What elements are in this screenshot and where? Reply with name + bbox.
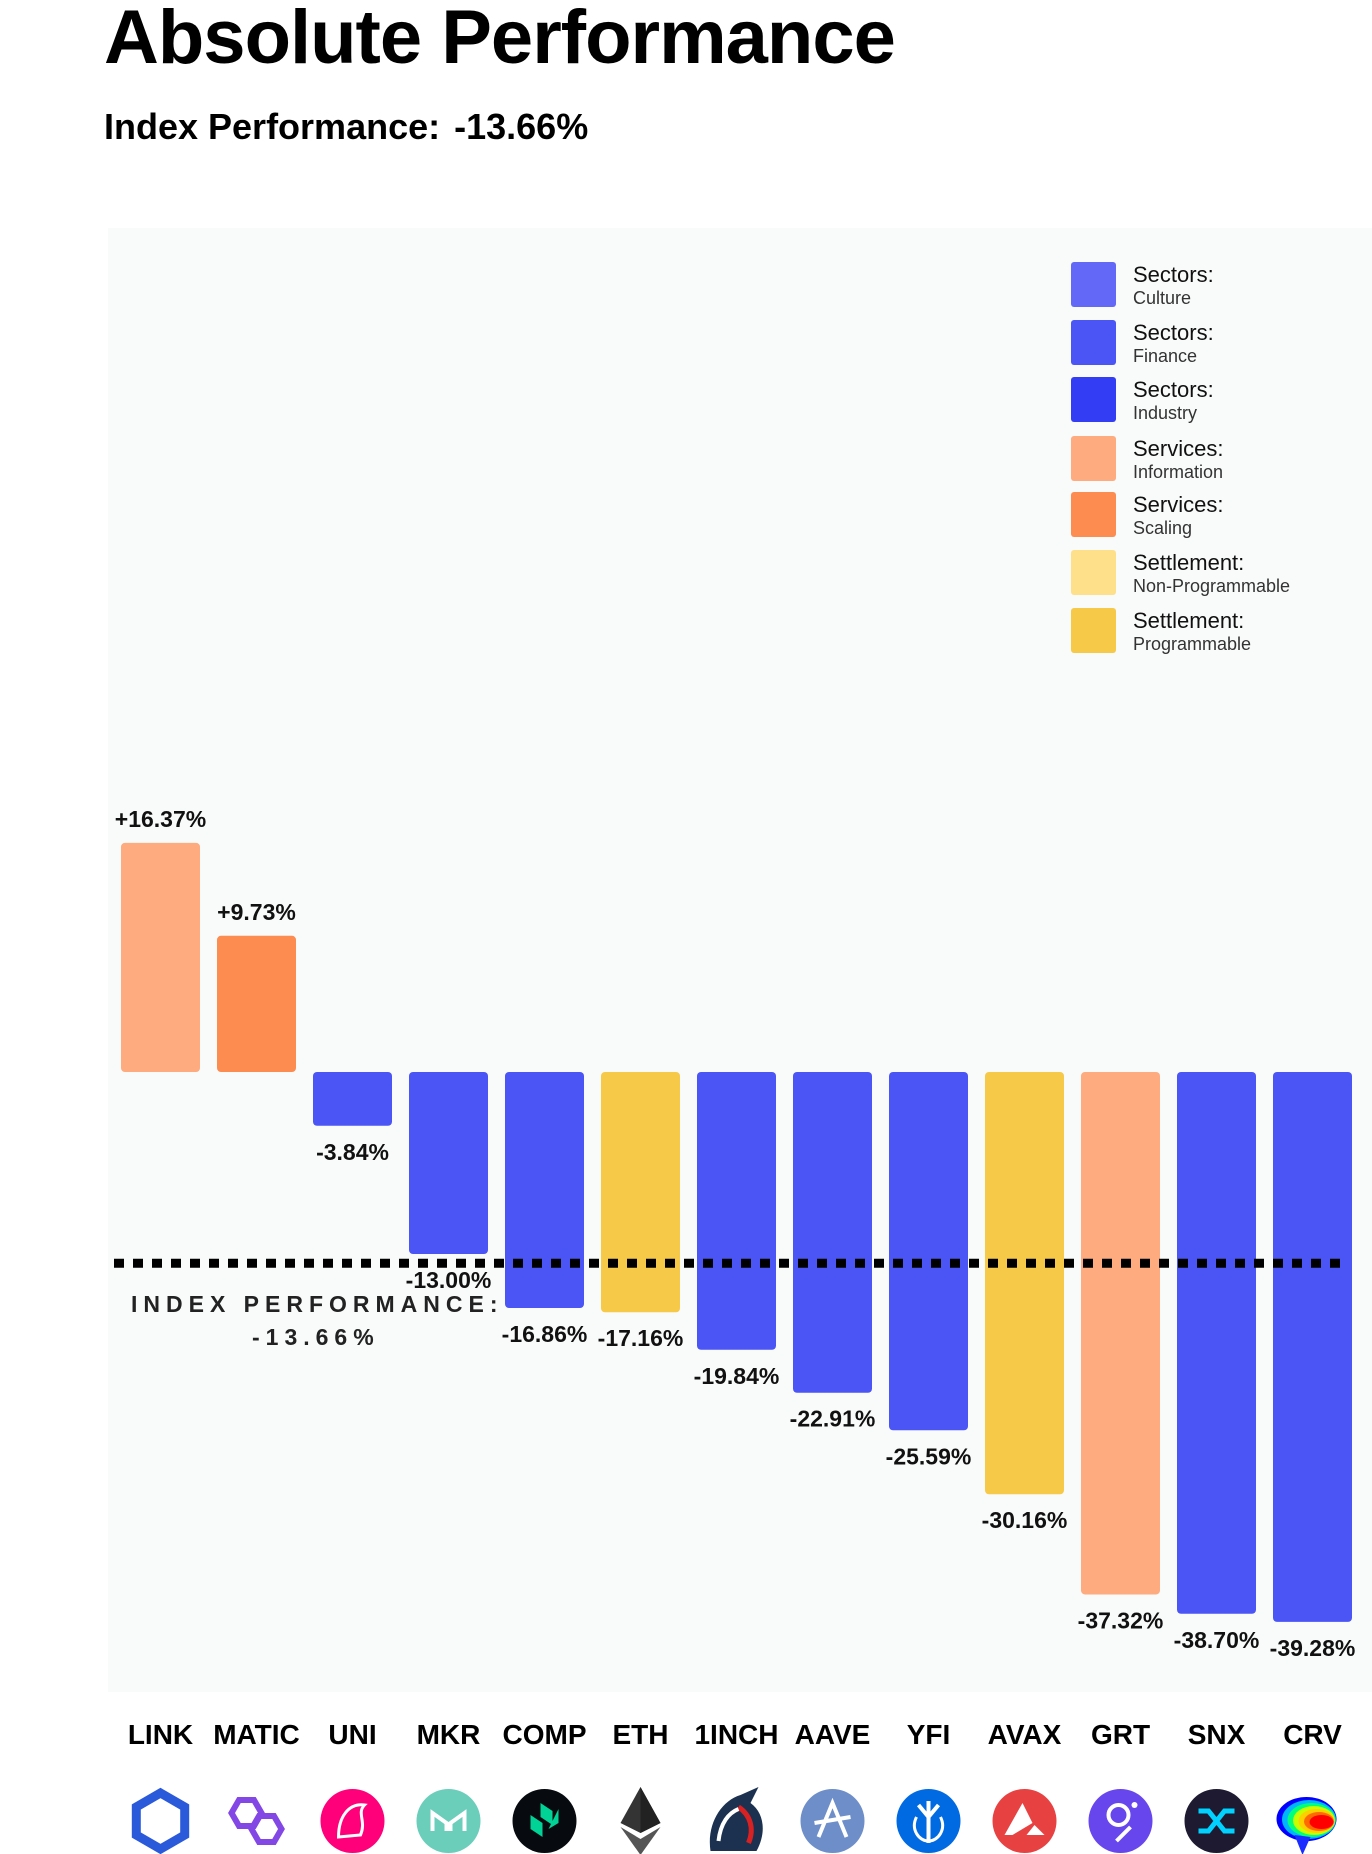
legend-swatch — [1071, 377, 1116, 422]
synthetix-icon — [1184, 1789, 1249, 1853]
avalanche-icon — [992, 1789, 1057, 1853]
legend-category: Settlement: — [1133, 608, 1245, 633]
maker-icon — [416, 1789, 481, 1853]
bar-1inch — [697, 1072, 776, 1350]
bar-value-label: -22.91% — [790, 1406, 876, 1432]
bar-yfi — [889, 1072, 968, 1431]
bar-value-label: -3.84% — [316, 1139, 389, 1165]
bar-uni — [313, 1072, 392, 1126]
legend-item: Settlement: Programmable — [1071, 608, 1371, 654]
x-tick-label: LINK — [128, 1719, 193, 1750]
legend-item: Sectors: Finance — [1071, 320, 1371, 366]
legend-subcategory: Programmable — [1133, 634, 1252, 654]
legend-subcategory: Finance — [1133, 346, 1198, 366]
x-tick-label: AAVE — [795, 1719, 871, 1750]
bar-value-label: -13.00% — [406, 1267, 492, 1293]
legend-category: Settlement: — [1133, 550, 1245, 575]
compound-icon — [512, 1789, 577, 1853]
bar-link — [121, 842, 200, 1072]
index-performance-value: -13.66% — [454, 106, 589, 147]
bar-comp — [505, 1072, 584, 1309]
legend-subcategory: Industry — [1133, 403, 1198, 423]
x-tick-label: YFI — [907, 1719, 951, 1750]
bar-value-label: -25.59% — [886, 1443, 972, 1469]
bar-value-label: +16.37% — [115, 806, 206, 832]
bar-value-label: -38.70% — [1174, 1627, 1260, 1653]
bar-crv — [1273, 1072, 1352, 1622]
legend-category: Sectors: — [1133, 320, 1214, 345]
x-tick-label: CRV — [1283, 1719, 1342, 1750]
x-tick-label: 1INCH — [694, 1719, 778, 1750]
bar-value-label: -37.32% — [1078, 1607, 1164, 1633]
legend-item: Sectors: Culture — [1071, 262, 1371, 308]
legend-category: Sectors: — [1133, 262, 1214, 287]
polygon-icon — [228, 1797, 285, 1845]
legend-category: Sectors: — [1133, 377, 1214, 402]
bar-avax — [985, 1072, 1064, 1495]
bar-eth — [601, 1072, 680, 1313]
legend-category: Services: — [1133, 436, 1224, 461]
uniswap-icon — [320, 1789, 385, 1853]
legend-subcategory: Culture — [1133, 288, 1192, 308]
bar-value-label: -30.16% — [982, 1507, 1068, 1533]
legend-item: Services: Scaling — [1071, 492, 1371, 538]
bar-value-label: -17.16% — [598, 1325, 684, 1351]
legend-item: Settlement: Non-Programmable — [1071, 550, 1371, 596]
legend-subcategory: Information — [1133, 462, 1224, 482]
bar-aave — [793, 1072, 872, 1393]
legend-swatch — [1071, 550, 1116, 595]
yearn-icon — [896, 1789, 961, 1853]
legend-swatch — [1071, 608, 1116, 653]
ethereum-icon — [620, 1787, 661, 1854]
x-tick-label: MATIC — [213, 1719, 300, 1750]
page-title: Absolute Performance — [104, 0, 896, 80]
chart-panel — [108, 228, 1372, 1692]
x-tick-label: AVAX — [988, 1719, 1062, 1750]
aave-icon — [800, 1789, 865, 1853]
index-performance-line-label: INDEX PERFORMANCE: — [131, 1291, 504, 1317]
legend-swatch — [1071, 492, 1116, 537]
index-performance-label: Index Performance: — [104, 106, 441, 147]
legend-subcategory: Scaling — [1133, 518, 1193, 538]
x-tick-label: ETH — [613, 1719, 669, 1750]
bar-value-label: -39.28% — [1270, 1635, 1356, 1661]
1inch-icon — [709, 1787, 763, 1851]
graph-icon — [1088, 1789, 1153, 1853]
legend-item: Sectors: Industry — [1071, 377, 1371, 423]
legend-swatch — [1071, 262, 1116, 307]
x-tick-label: MKR — [417, 1719, 481, 1750]
bar-value-label: +9.73% — [217, 899, 296, 925]
bar-mkr — [409, 1072, 488, 1254]
bar-matic — [217, 935, 296, 1072]
x-tick-label: COMP — [503, 1719, 587, 1750]
legend-subcategory: Non-Programmable — [1133, 576, 1291, 596]
legend-item: Services: Information — [1071, 436, 1371, 482]
chainlink-icon — [131, 1787, 190, 1854]
bar-grt — [1081, 1072, 1160, 1595]
legend-category: Services: — [1133, 492, 1224, 517]
x-tick-label: SNX — [1188, 1719, 1246, 1750]
index-performance-line-value: -13.66% — [252, 1324, 380, 1350]
bar-value-label: -16.86% — [502, 1321, 588, 1347]
index-performance-summary: Index Performance: -13.66% — [104, 106, 602, 148]
curve-icon — [1276, 1797, 1337, 1854]
legend-swatch — [1071, 436, 1116, 481]
x-tick-label: GRT — [1091, 1719, 1150, 1750]
bar-value-label: -19.84% — [694, 1363, 780, 1389]
x-tick-label: UNI — [328, 1719, 376, 1750]
bar-snx — [1177, 1072, 1256, 1614]
legend-swatch — [1071, 320, 1116, 365]
